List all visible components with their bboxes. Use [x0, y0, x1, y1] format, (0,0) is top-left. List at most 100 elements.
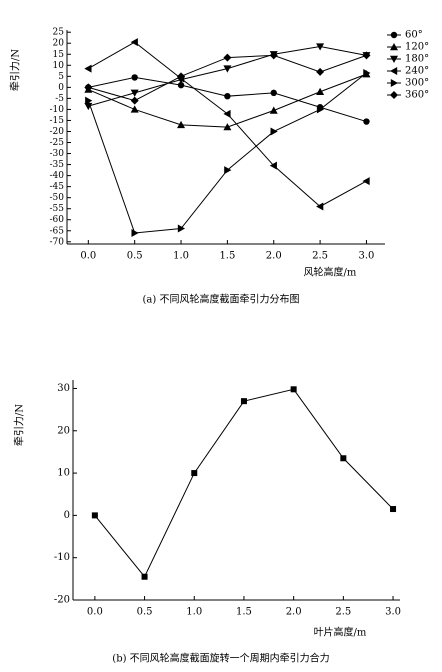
marker: [223, 109, 231, 118]
legend-marker: [390, 55, 398, 63]
marker: [316, 202, 324, 211]
marker: [130, 38, 138, 47]
marker: [130, 96, 139, 105]
marker: [362, 51, 371, 60]
y-tick-label: 30: [57, 383, 70, 394]
marker: [177, 224, 186, 233]
y-tick-label: -40: [50, 171, 65, 181]
marker: [363, 69, 371, 78]
y-tick-label: 20: [57, 425, 70, 436]
y-tick-label: -20: [50, 127, 65, 137]
legend-label: 60°: [405, 30, 423, 41]
y-tick-label: 15: [53, 50, 65, 60]
y-tick-label: 5: [58, 72, 64, 82]
marker: [177, 81, 185, 89]
x-tick-label: 0.5: [137, 607, 153, 618]
x-tick-label: 2.5: [312, 251, 328, 262]
marker: [131, 74, 138, 81]
marker: [316, 67, 325, 76]
y-tick-label: -30: [50, 149, 65, 159]
marker: [177, 72, 186, 81]
y-tick-label: -55: [50, 204, 65, 214]
legend-marker: [390, 31, 398, 39]
x-tick-label: 1.0: [173, 251, 189, 262]
y-tick-label: -20: [54, 595, 70, 606]
marker: [130, 89, 139, 97]
marker: [223, 123, 232, 131]
legend-label: 240°: [405, 66, 429, 77]
y-axis-label: 牵引力/N: [9, 49, 22, 91]
marker: [223, 65, 232, 73]
y-tick-label: 0: [58, 83, 64, 93]
y-tick-label: 25: [53, 28, 65, 38]
caption: (a) 不同风轮高度截面牵引力分布图: [143, 293, 300, 306]
marker: [270, 89, 277, 97]
y-axis-label: 牵引力/N: [13, 404, 26, 446]
marker: [270, 127, 278, 136]
x-tick-label: 3.0: [385, 607, 401, 618]
y-tick-label: 0: [64, 510, 70, 521]
y-tick-label: 10: [53, 61, 65, 71]
x-tick-label: 1.5: [236, 607, 252, 618]
marker: [84, 83, 93, 92]
y-tick-label: -70: [50, 237, 65, 247]
legend-label: 300°: [405, 78, 429, 89]
x-tick-label: 3.0: [359, 251, 375, 262]
marker: [84, 102, 93, 111]
y-tick-label: -65: [50, 226, 65, 236]
marker: [316, 43, 325, 51]
legend-marker: [390, 67, 398, 75]
marker: [224, 92, 231, 100]
series-line: [88, 73, 367, 128]
series-line: [94, 388, 394, 578]
x-axis-label: 风轮高度/m: [304, 266, 357, 279]
marker: [340, 455, 347, 462]
y-tick-label: -10: [54, 552, 70, 563]
y-tick-label: 20: [53, 39, 65, 49]
marker: [84, 64, 92, 73]
y-tick-label: -60: [50, 215, 65, 225]
legend-label: 120°: [405, 42, 429, 53]
y-tick-label: -10: [50, 105, 65, 115]
marker: [269, 161, 277, 170]
y-tick-label: -25: [50, 138, 65, 148]
marker: [362, 177, 370, 186]
x-tick-label: 0.0: [87, 607, 103, 618]
y-tick-label: -50: [50, 193, 65, 203]
y-tick-label: -35: [50, 160, 65, 170]
marker: [85, 96, 93, 105]
x-tick-label: 0.5: [127, 251, 143, 262]
x-tick-label: 2.0: [286, 607, 302, 618]
marker: [240, 398, 247, 405]
marker: [316, 87, 325, 95]
x-tick-label: 0.0: [80, 251, 96, 262]
marker: [130, 105, 139, 113]
marker: [224, 166, 232, 175]
legend-marker: [390, 43, 398, 51]
marker: [269, 51, 278, 60]
marker: [191, 470, 198, 477]
legend-marker: [390, 79, 398, 87]
marker: [131, 228, 139, 237]
marker: [141, 573, 148, 580]
y-tick-label: 10: [57, 468, 70, 479]
marker: [290, 386, 297, 393]
marker: [316, 105, 325, 114]
marker: [363, 118, 370, 125]
caption: (b) 不同风轮高度截面旋转一个周期内牵引力合力: [112, 652, 329, 665]
marker: [390, 506, 397, 513]
marker: [269, 106, 278, 114]
marker: [223, 53, 232, 62]
x-axis-label: 叶片高度/m: [314, 626, 367, 639]
marker: [91, 512, 98, 519]
legend-label: 180°: [405, 54, 429, 65]
x-tick-label: 1.5: [219, 251, 235, 262]
y-tick-label: -5: [55, 94, 64, 104]
y-tick-label: -45: [50, 182, 65, 192]
legend-marker: [390, 91, 398, 99]
legend-label: 360°: [405, 90, 429, 101]
x-tick-label: 2.0: [266, 251, 282, 262]
y-tick-label: -15: [50, 116, 65, 126]
marker: [177, 120, 186, 129]
